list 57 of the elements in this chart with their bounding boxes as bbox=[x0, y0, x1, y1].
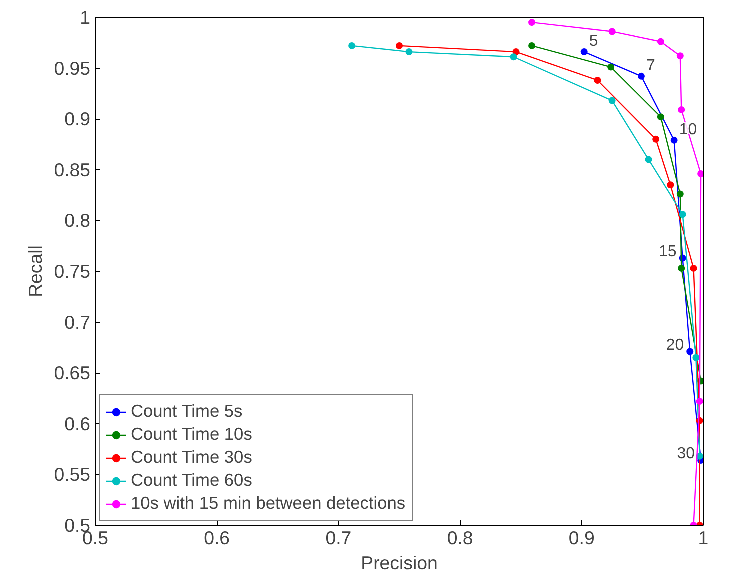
legend-label: 10s with 15 min between detections bbox=[131, 493, 406, 514]
x-axis-title: Precision bbox=[361, 552, 438, 574]
point bbox=[528, 42, 536, 50]
y-axis-title: Recall bbox=[25, 246, 46, 298]
point bbox=[608, 97, 616, 104]
y-tick-label: 0.6 bbox=[64, 413, 91, 434]
point bbox=[679, 211, 686, 218]
point bbox=[686, 348, 694, 356]
y-tick-label: 0.85 bbox=[54, 159, 90, 180]
point bbox=[676, 190, 684, 198]
y-tick-label: 0.8 bbox=[64, 210, 91, 232]
legend-label: Count Time 60s bbox=[131, 470, 252, 491]
point bbox=[690, 264, 698, 272]
point bbox=[678, 106, 686, 114]
annotation: 15 bbox=[659, 243, 677, 260]
legend-label: Count Time 10s bbox=[131, 424, 252, 445]
point bbox=[692, 354, 700, 362]
point bbox=[512, 48, 520, 56]
point bbox=[657, 38, 664, 46]
point bbox=[396, 42, 403, 50]
point bbox=[678, 264, 686, 272]
point bbox=[608, 28, 616, 36]
y-tick-label: 0.9 bbox=[64, 108, 91, 130]
point bbox=[667, 182, 674, 189]
point bbox=[510, 54, 518, 61]
point bbox=[645, 156, 652, 164]
point bbox=[652, 136, 660, 143]
x-tick-label: 1 bbox=[698, 528, 709, 548]
point bbox=[670, 136, 678, 144]
annotation: 7 bbox=[646, 57, 656, 74]
y-tick-label: 0.7 bbox=[64, 312, 91, 333]
x-tick-label: 0.6 bbox=[204, 528, 230, 548]
point bbox=[676, 52, 684, 60]
x-tick-label: 0.8 bbox=[447, 528, 474, 548]
point bbox=[528, 19, 536, 26]
y-tick-label: 1 bbox=[80, 7, 91, 28]
x-tick-label: 0.7 bbox=[326, 528, 352, 548]
point bbox=[638, 72, 645, 80]
legend-label: Count Time 30s bbox=[131, 447, 252, 468]
x-tick-label: 0.9 bbox=[568, 528, 595, 548]
y-tick-label: 0.75 bbox=[54, 261, 90, 282]
point bbox=[608, 64, 615, 71]
y-tick-label: 0.95 bbox=[54, 58, 90, 79]
y-tick-label: 0.55 bbox=[54, 464, 90, 486]
annotation: 5 bbox=[589, 33, 598, 50]
point bbox=[696, 398, 704, 406]
annotation: 30 bbox=[677, 445, 696, 462]
legend-label: Count Time 5s bbox=[131, 401, 243, 422]
point bbox=[348, 42, 356, 50]
point bbox=[698, 170, 704, 178]
point bbox=[657, 114, 664, 121]
point bbox=[580, 48, 588, 56]
point bbox=[594, 77, 602, 84]
annotation: 20 bbox=[666, 336, 684, 354]
annotation: 10 bbox=[679, 121, 698, 138]
point bbox=[406, 48, 413, 56]
y-tick-label: 0.65 bbox=[54, 362, 90, 384]
